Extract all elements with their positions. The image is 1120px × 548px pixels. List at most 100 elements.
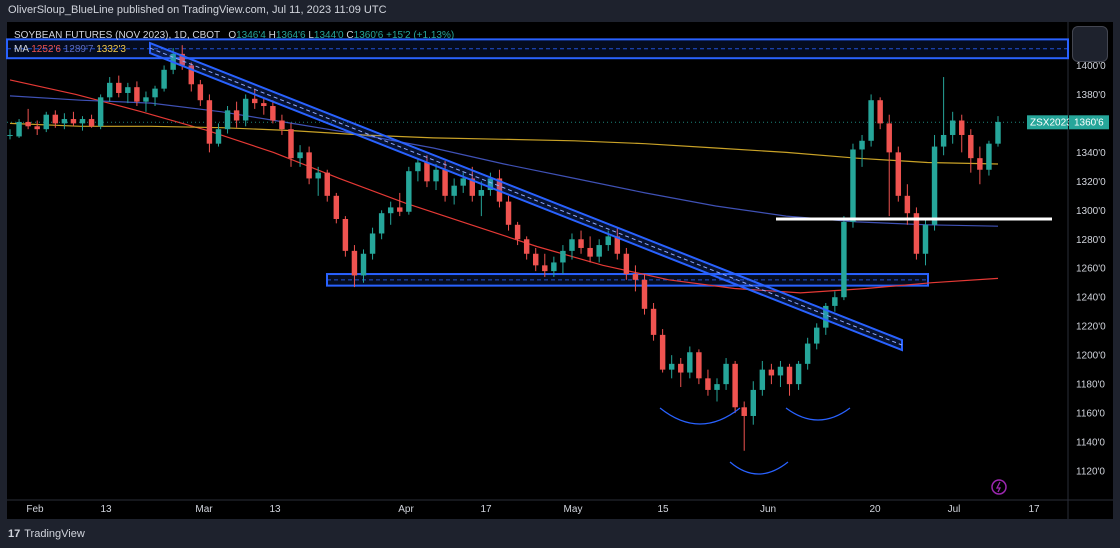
candle-body [995,121,1001,144]
ma1-value: 1252'6 [31,44,61,55]
change-value: +15'2 (+1.13%) [386,30,455,41]
candle-body [469,178,475,196]
candle-body [705,378,711,390]
x-tick-label: 13 [269,504,281,515]
y-tick-label: 1260'0 [1076,264,1106,275]
candle-body [25,121,31,127]
candle-body [460,178,466,186]
candle-body [895,152,902,196]
candle-body [369,233,376,254]
candle-body [750,389,756,416]
candle-body [406,171,412,212]
candle-body [333,195,340,219]
candle-body [116,82,122,93]
candle-body [832,297,838,306]
candle-body [152,88,158,98]
candle-body [523,239,530,254]
symbol-label[interactable]: SOYBEAN FUTURES (NOV 2023), 1D, CBOT [14,30,220,41]
x-tick-label: 13 [100,504,112,515]
candle-body [759,369,766,390]
chart-settings-button[interactable] [1072,26,1108,62]
x-tick-label: Jul [948,504,961,515]
candle-body [714,384,720,390]
tradingview-brand: TradingView [24,528,85,540]
candle-body [886,123,892,153]
event-lightning-icon [991,479,1007,495]
candle-body [959,120,965,135]
candle-body [922,224,929,254]
high-label: H [268,30,276,41]
candle-body [505,201,512,225]
candle-body [451,185,457,196]
candle-body [252,98,258,104]
candle-body [288,129,294,159]
candle-body [478,190,485,196]
candle-body [360,253,367,276]
candle-body [850,149,856,222]
candle-body [986,143,992,170]
y-tick-label: 1200'0 [1076,351,1106,362]
candle-body [233,110,240,121]
candle-body [270,106,276,121]
candle-body [197,84,204,101]
x-tick-label: 20 [869,504,881,515]
publisher-caption: OliverSloup_BlueLine published on Tradin… [8,4,387,16]
trend-channel-midline [149,47,903,346]
candle-body [632,274,639,280]
low-label: L [308,30,314,41]
candle-body [324,172,330,196]
candle-body [614,236,621,254]
candle-body [34,126,40,130]
candle-body [596,245,602,257]
candle-body [261,103,267,107]
candle-body [134,87,140,102]
ma-label[interactable]: MA [14,44,29,55]
candle-body [224,110,231,130]
trend-channel [149,41,903,352]
candle-body [623,253,630,275]
candle-body [88,119,95,127]
candle-body [949,120,956,135]
candle-body [841,221,847,298]
tradingview-logo[interactable]: 17 TradingView [8,528,85,540]
close-label: C [346,30,354,41]
candle-body [940,134,947,147]
ma-yellow-line [9,122,999,165]
chart-legend: SOYBEAN FUTURES (NOV 2023), 1D, CBOT O13… [14,29,454,57]
candle-body [206,100,213,144]
price-tag-box [1069,115,1109,130]
x-tick-label: 15 [657,504,669,515]
candle-body [7,134,13,136]
candle-body [569,239,575,251]
candle-body [977,158,983,170]
x-tick-label: Feb [26,504,44,515]
low-value: 1344'0 [313,30,344,41]
price-axis-panel [1068,22,1113,519]
candle-body [342,218,349,251]
candle-body [605,236,611,246]
open-value: 1346'4 [236,30,266,41]
candle-body [696,352,702,379]
candle-body [823,305,829,328]
candle-body [560,250,566,263]
price-tag-value: 1360'6 [1074,117,1104,128]
symbol-tag-text: ZSX2023 [1030,117,1072,128]
candle-body [859,140,865,150]
chart-area[interactable] [7,22,1113,519]
candle-body [351,250,358,276]
candle-body [913,213,920,254]
candle-body [741,407,747,416]
candle-body [415,162,421,172]
candle-body [52,114,59,124]
head-arc [729,461,789,475]
lightning-bolt-icon [995,481,1002,493]
symbol-tag-box [1027,115,1068,130]
candle-body [188,65,195,85]
candle-body [215,129,222,144]
candle-body [97,97,104,127]
candle-body [424,162,430,182]
ma3-value: 1332'3 [96,44,126,55]
ohlc-row: SOYBEAN FUTURES (NOV 2023), 1D, CBOT O13… [14,29,454,43]
left-shoulder-arc [659,407,741,425]
